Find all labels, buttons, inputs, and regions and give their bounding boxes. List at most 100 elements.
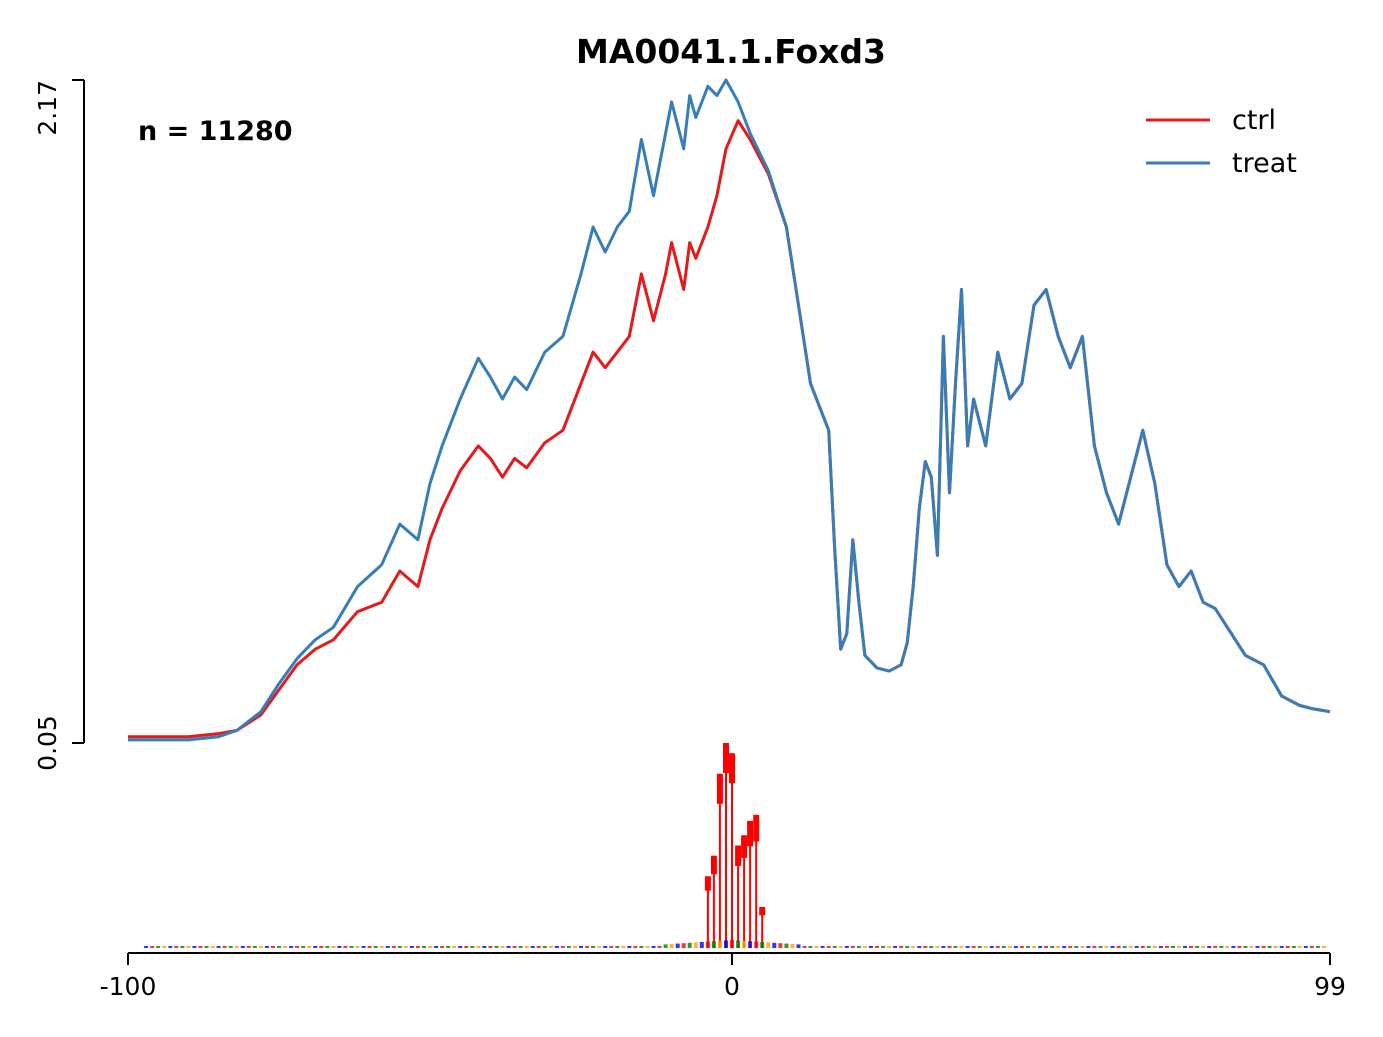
motif-background-glyph	[1303, 946, 1308, 948]
motif-background-glyph	[494, 946, 499, 948]
motif-background-glyph	[1243, 946, 1248, 948]
motif-background-glyph	[397, 946, 402, 948]
motif-background-glyph	[325, 946, 330, 948]
motif-background-glyph	[174, 946, 179, 948]
motif-background-glyph	[482, 946, 487, 948]
x-tick-label-right: 99	[1314, 972, 1346, 1001]
motif-background-glyph	[379, 946, 384, 948]
motif-background-glyph	[1189, 946, 1194, 948]
motif-background-glyph	[1032, 946, 1036, 948]
motif-background-glyph	[651, 946, 656, 948]
motif-background-glyph	[796, 944, 801, 948]
motif-stem--1	[725, 743, 727, 948]
motif-background-glyph	[881, 946, 885, 948]
motif-cap-5	[759, 907, 766, 916]
motif-background-glyph	[766, 942, 771, 948]
sample-count-annotation: n = 11280	[138, 116, 293, 147]
motif-stem-2	[743, 835, 746, 949]
motif-background-glyph	[947, 946, 952, 948]
motif-background-glyph	[1261, 946, 1266, 948]
motif-background-glyph	[923, 946, 928, 948]
motif-background-glyph	[645, 946, 650, 948]
motif-background-glyph	[252, 946, 257, 948]
motif-background-glyph	[621, 946, 626, 948]
motif-background-glyph	[929, 946, 934, 948]
motif-background-glyph	[156, 946, 161, 948]
motif-background-glyph	[542, 946, 547, 948]
motif-background-glyph	[1291, 946, 1296, 948]
motif-background-glyph	[548, 946, 553, 948]
motif-background-glyph	[717, 940, 722, 948]
motif-background-glyph	[192, 946, 197, 948]
motif-background-glyph	[409, 946, 414, 948]
motif-background-glyph	[240, 946, 245, 948]
motif-background-glyph	[893, 946, 898, 948]
motif-cap-2	[741, 835, 748, 858]
motif-cap-4	[753, 814, 760, 842]
motif-background-glyph	[887, 946, 892, 948]
motif-stem-4	[755, 814, 758, 949]
motif-background-glyph	[953, 946, 958, 948]
motif-background-glyph	[693, 942, 698, 948]
motif-background-glyph	[277, 946, 281, 948]
motif-background-glyph	[742, 940, 747, 948]
motif-logo	[144, 743, 1326, 949]
motif-background-glyph	[428, 946, 432, 948]
motif-background-glyph	[965, 946, 970, 948]
motif-background-glyph	[1080, 946, 1085, 948]
motif-background-glyph	[1146, 946, 1151, 948]
motif-background-glyph	[210, 946, 215, 948]
motif-background-glyph	[1134, 946, 1139, 948]
motif-background-glyph	[307, 946, 312, 948]
motif-stem-5	[761, 907, 764, 948]
motif-background-glyph	[524, 946, 529, 948]
motif-background-glyph	[518, 946, 523, 948]
motif-background-glyph	[1207, 946, 1212, 948]
motif-background-glyph	[657, 946, 662, 948]
motif-background-glyph	[1152, 946, 1157, 948]
motif-background-glyph	[1183, 946, 1187, 948]
motif-background-glyph	[488, 946, 493, 948]
motif-background-glyph	[1140, 946, 1145, 948]
motif-background-glyph	[989, 946, 994, 948]
motif-cap-0	[729, 753, 735, 784]
motif-background-glyph	[579, 946, 583, 948]
motif-background-glyph	[1019, 946, 1024, 948]
motif-background-glyph	[1086, 946, 1091, 948]
motif-background-glyph	[415, 946, 420, 948]
motif-background-glyph	[331, 946, 336, 948]
motif-background-glyph	[1044, 946, 1049, 948]
motif-background-glyph	[802, 946, 807, 948]
motif-background-glyph	[440, 946, 445, 948]
motif-background-glyph	[850, 946, 855, 948]
motif-background-glyph	[470, 946, 475, 948]
motif-stem-1	[737, 845, 740, 948]
motif-background-glyph	[228, 946, 233, 948]
y-tick-label-bottom: 0.05	[33, 715, 62, 771]
motif-background-glyph	[977, 946, 982, 948]
motif-background-glyph	[1128, 946, 1133, 948]
motif-background-glyph	[271, 946, 275, 948]
motif-background-glyph	[687, 942, 692, 948]
motif-background-glyph	[1279, 946, 1284, 948]
motif-background-glyph	[1074, 946, 1079, 948]
motif-background-glyph	[669, 944, 674, 948]
motif-background-glyph	[591, 946, 596, 948]
motif-stem--3	[712, 855, 715, 949]
motif-background-glyph	[983, 946, 988, 948]
motif-stem--2	[718, 773, 721, 949]
motif-background-glyph	[615, 946, 620, 948]
motif-background-glyph	[1231, 946, 1236, 948]
motif-background-glyph	[1285, 946, 1290, 948]
motif-background-glyph	[162, 946, 167, 948]
motif-background-glyph	[1062, 946, 1067, 948]
motif-background-glyph	[1225, 946, 1230, 948]
series-layer	[128, 78, 1331, 742]
motif-background-glyph	[150, 946, 155, 948]
motif-background-glyph	[1068, 946, 1073, 948]
x-tick-label-left: -100	[100, 972, 157, 1001]
motif-background-glyph	[778, 943, 783, 948]
motif-background-glyph	[826, 946, 831, 948]
motif-background-glyph	[1237, 946, 1242, 948]
